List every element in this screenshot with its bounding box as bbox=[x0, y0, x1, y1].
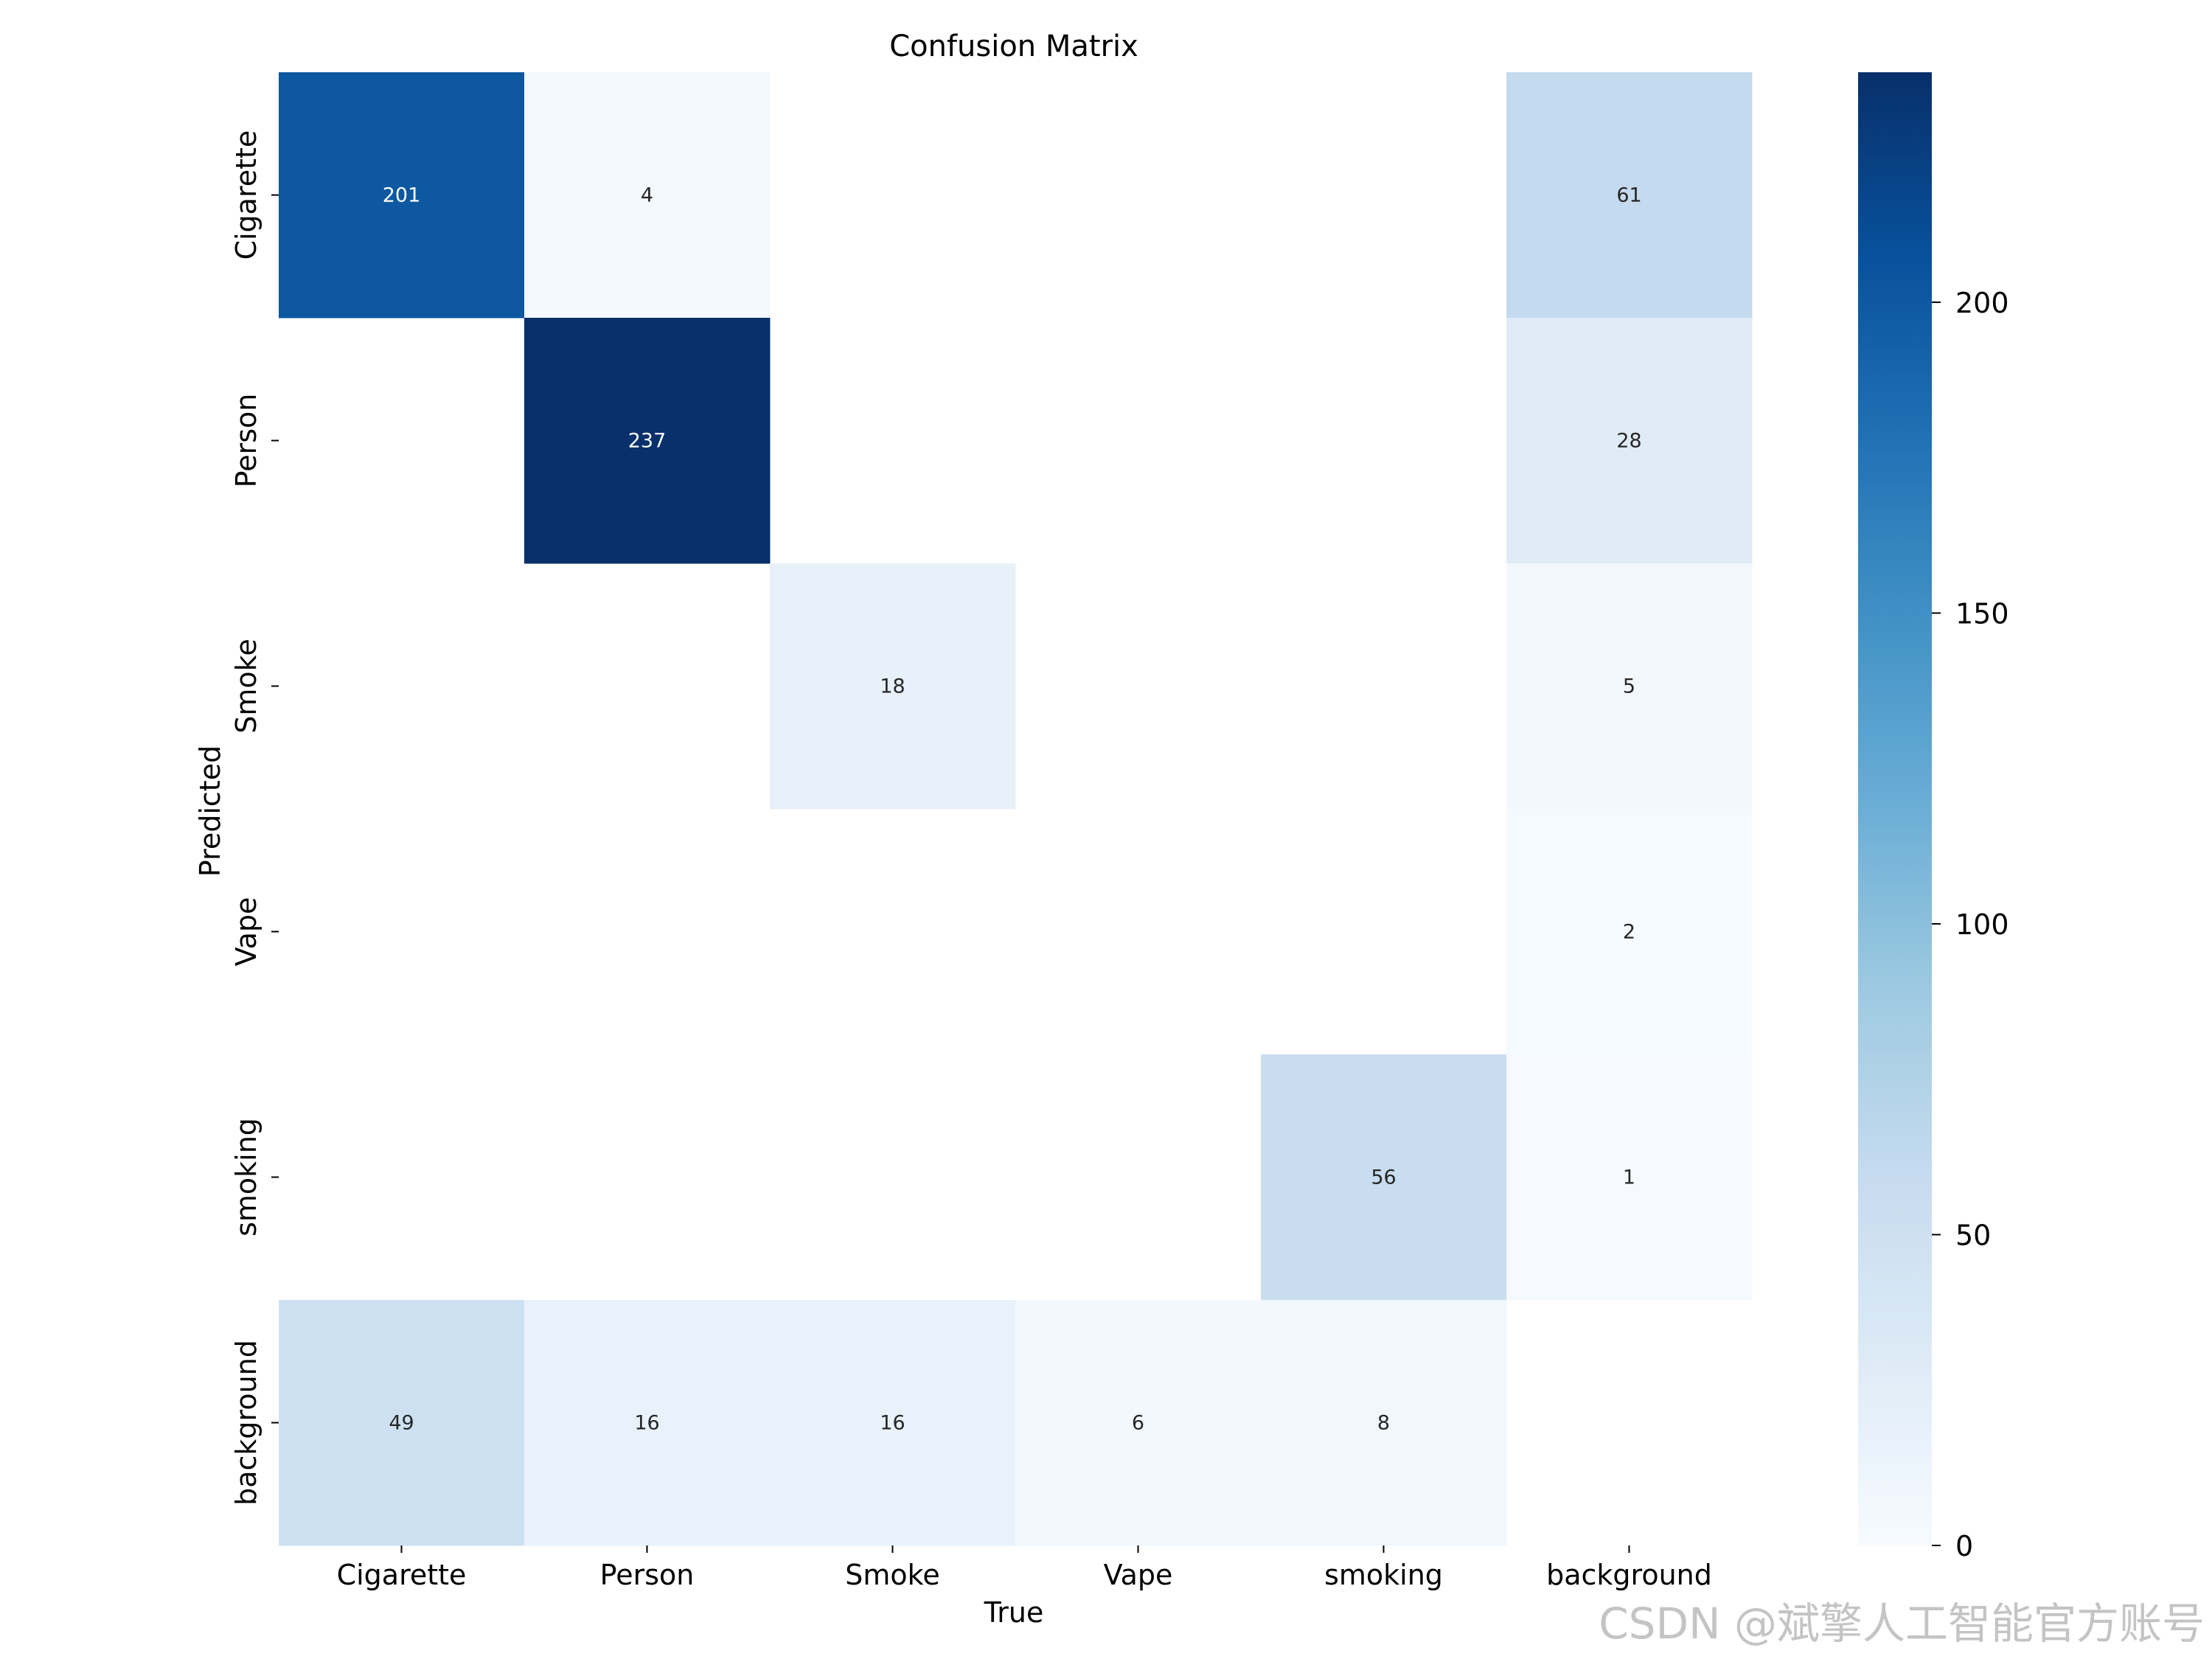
cell-value-label: 49 bbox=[389, 1412, 414, 1435]
cell-value-label: 56 bbox=[1371, 1166, 1396, 1189]
cell-value-label: 61 bbox=[1616, 184, 1641, 207]
y-tick-label: Person bbox=[230, 394, 262, 488]
cell-value-label: 8 bbox=[1377, 1412, 1390, 1435]
colorbar-tick-label: 0 bbox=[1955, 1530, 1973, 1562]
heatmap-cell bbox=[770, 563, 1016, 810]
cell-value-label: 28 bbox=[1616, 430, 1641, 453]
heatmap-cell bbox=[1261, 1300, 1507, 1546]
colorbar-tick-label: 50 bbox=[1955, 1219, 1991, 1251]
cell-value-label: 2 bbox=[1623, 921, 1635, 944]
cell-value-label: 6 bbox=[1132, 1412, 1144, 1435]
chart-title: Confusion Matrix bbox=[889, 29, 1138, 63]
colorbar-tick-label: 100 bbox=[1955, 908, 2009, 941]
cell-value-label: 16 bbox=[880, 1412, 905, 1435]
heatmap-cell bbox=[1506, 1054, 1753, 1301]
cell-value-label: 237 bbox=[628, 430, 667, 453]
cell-value-label: 201 bbox=[383, 184, 421, 207]
heatmap-cell bbox=[524, 72, 771, 319]
x-tick-label: Cigarette bbox=[337, 1559, 467, 1591]
heatmap-cell bbox=[1506, 563, 1753, 810]
heatmap-cell bbox=[1261, 1054, 1507, 1301]
cell-value-label: 5 bbox=[1623, 675, 1635, 698]
y-axis-label: Predicted bbox=[194, 745, 226, 877]
x-tick-label: background bbox=[1546, 1559, 1712, 1591]
heatmap-cell bbox=[1015, 1300, 1262, 1546]
heatmap-cell bbox=[770, 1300, 1016, 1546]
x-axis-label: True bbox=[984, 1596, 1044, 1629]
watermark-text: CSDN @斌擎人工智能官方账号 bbox=[1599, 1599, 2205, 1649]
y-tick-label: Vape bbox=[230, 897, 262, 967]
cell-value-label: 4 bbox=[641, 184, 653, 207]
heatmap-cell bbox=[1506, 318, 1753, 564]
y-tick-label: background bbox=[230, 1340, 262, 1506]
heatmap-cell bbox=[1506, 809, 1753, 1055]
y-axis-ticks: Cigarette Person Smoke Vape smoking backgroun… bbox=[230, 131, 279, 1506]
heatmap-cell bbox=[524, 1300, 771, 1546]
heatmap-cell bbox=[524, 318, 771, 564]
heatmap-cell bbox=[1506, 72, 1753, 319]
x-tick-label: smoking bbox=[1324, 1559, 1443, 1591]
y-tick-label: Smoke bbox=[230, 639, 262, 733]
x-tick-label: Person bbox=[600, 1559, 695, 1591]
cell-value-label: 18 bbox=[880, 675, 905, 698]
colorbar-tick-label: 200 bbox=[1955, 287, 2009, 319]
x-axis-ticks: Cigarette Person Smoke Vape smoking backgroun… bbox=[337, 1545, 1712, 1591]
y-tick-label: smoking bbox=[230, 1118, 262, 1237]
heatmap-cell bbox=[279, 72, 525, 319]
heatmap-cell-labels: 201 4 61 237 28 18 5 2 56 1 49 16 16 6 8 bbox=[383, 184, 1642, 1435]
y-tick-label: Cigarette bbox=[230, 131, 262, 260]
colorbar-tick-label: 150 bbox=[1955, 597, 2009, 630]
x-tick-label: Smoke bbox=[845, 1559, 939, 1591]
heatmap-cell bbox=[279, 1300, 525, 1546]
colorbar-ticks: 0 50 100 150 200 bbox=[1932, 287, 2009, 1562]
cell-value-label: 16 bbox=[634, 1412, 659, 1435]
heatmap-cells bbox=[279, 72, 1753, 1546]
colorbar bbox=[1858, 72, 1932, 1545]
x-tick-label: Vape bbox=[1104, 1559, 1173, 1591]
cell-value-label: 1 bbox=[1623, 1166, 1635, 1189]
